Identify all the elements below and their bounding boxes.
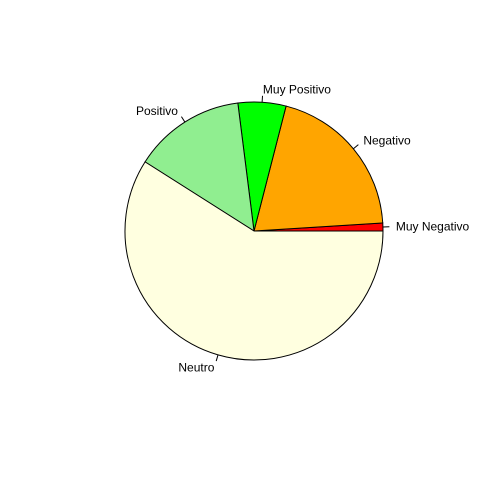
- slice-negativo: [253, 105, 384, 232]
- slice-label-negativo: Negativo: [363, 134, 411, 148]
- slice-neutro: [124, 161, 384, 361]
- slices-layer: [124, 101, 384, 361]
- leader-line-negativo: [353, 144, 359, 150]
- slice-label-positivo: Positivo: [136, 104, 178, 118]
- slice-label-muy-positivo: Muy Positivo: [263, 82, 331, 96]
- leader-line-neutro: [215, 354, 219, 362]
- slice-label-muy-negativo: Muy Negativo: [396, 220, 470, 234]
- labels-layer: Muy Negativo Negativo Muy Positivo Positivo…: [136, 82, 470, 374]
- slice-label-neutro: Neutro: [178, 360, 214, 374]
- leader-line-positivo: [180, 116, 186, 123]
- slice-positivo: [144, 102, 255, 232]
